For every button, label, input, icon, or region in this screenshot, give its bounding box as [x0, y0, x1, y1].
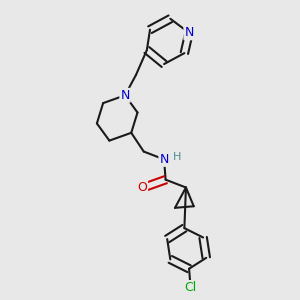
Text: N: N: [159, 153, 169, 166]
Text: N: N: [184, 26, 194, 39]
Text: H: H: [172, 152, 181, 162]
Text: N: N: [120, 89, 130, 102]
Text: O: O: [137, 181, 147, 194]
Text: Cl: Cl: [184, 281, 197, 294]
